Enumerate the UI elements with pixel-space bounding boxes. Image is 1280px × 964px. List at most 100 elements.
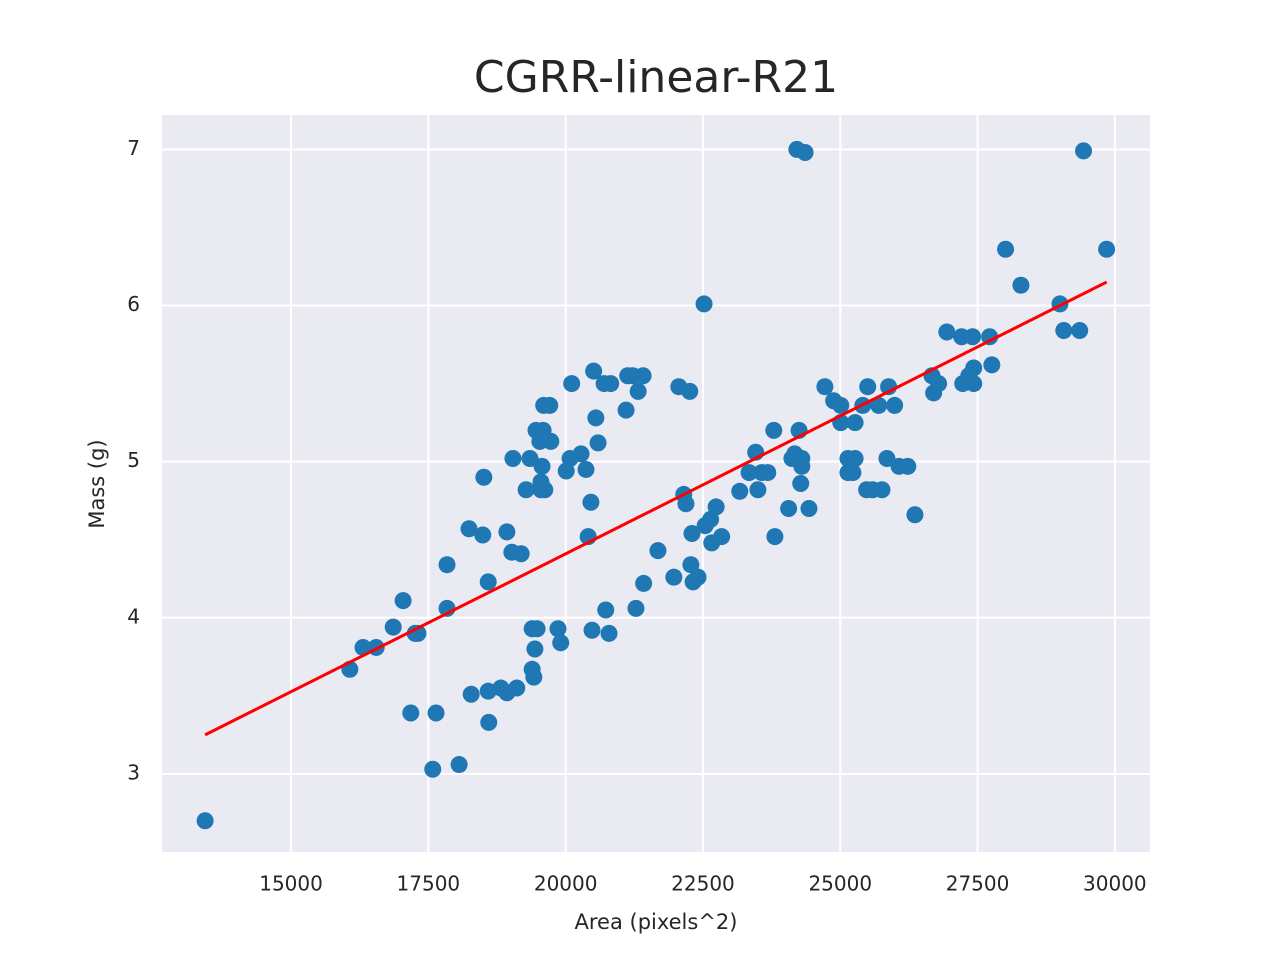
- point: [600, 624, 618, 642]
- y-axis-label: Mass (g): [85, 439, 109, 528]
- point: [450, 756, 468, 774]
- point: [759, 464, 777, 482]
- x-tick-label: 15000: [259, 872, 323, 896]
- point: [402, 704, 420, 722]
- point: [846, 414, 864, 432]
- point: [844, 464, 862, 482]
- point: [965, 375, 983, 393]
- point: [677, 495, 695, 513]
- point: [846, 450, 864, 468]
- point: [512, 545, 530, 563]
- point: [796, 143, 814, 161]
- point: [508, 679, 526, 697]
- point: [552, 634, 570, 652]
- point: [906, 506, 924, 524]
- x-tick-label: 20000: [534, 872, 598, 896]
- point: [886, 396, 904, 414]
- point: [634, 367, 652, 385]
- point: [765, 421, 783, 439]
- point: [899, 457, 917, 475]
- x-tick-label: 25000: [808, 872, 872, 896]
- point: [713, 528, 731, 546]
- point: [681, 382, 699, 400]
- point: [577, 460, 595, 478]
- chart-title: CGRR-linear-R21: [474, 52, 838, 103]
- point: [629, 382, 647, 400]
- point: [780, 499, 798, 517]
- point: [1075, 142, 1093, 160]
- point: [1098, 240, 1116, 258]
- point: [1012, 276, 1030, 294]
- point: [582, 493, 600, 511]
- point: [938, 323, 956, 341]
- point: [997, 240, 1015, 258]
- point: [479, 573, 497, 591]
- point: [816, 378, 834, 396]
- point: [766, 528, 784, 546]
- point: [585, 362, 603, 380]
- point: [480, 713, 498, 731]
- point: [707, 498, 725, 516]
- point: [665, 568, 683, 586]
- point: [438, 556, 456, 574]
- point: [525, 668, 543, 686]
- point: [1071, 321, 1089, 339]
- point: [683, 524, 701, 542]
- y-tick-label: 3: [127, 760, 140, 784]
- x-tick-label: 27500: [946, 872, 1010, 896]
- point: [542, 432, 560, 450]
- point: [689, 568, 707, 586]
- point: [965, 359, 983, 377]
- point: [930, 375, 948, 393]
- point: [878, 450, 896, 468]
- point: [504, 450, 522, 468]
- point: [682, 556, 700, 574]
- point: [587, 409, 605, 427]
- y-tick-label: 4: [127, 604, 140, 628]
- point: [474, 526, 492, 544]
- point: [627, 599, 645, 617]
- point: [793, 450, 811, 468]
- point: [792, 475, 810, 492]
- point: [526, 640, 544, 658]
- point: [536, 481, 554, 499]
- y-tick-label: 5: [127, 448, 140, 472]
- point: [394, 592, 412, 610]
- point: [964, 328, 982, 346]
- point: [533, 457, 551, 475]
- point: [589, 434, 607, 452]
- point: [517, 481, 535, 499]
- plot-area: [162, 115, 1150, 852]
- x-axis-label: Area (pixels^2): [575, 910, 738, 934]
- point: [649, 542, 667, 560]
- y-tick-label: 6: [127, 292, 140, 316]
- point: [354, 638, 372, 656]
- point: [617, 401, 635, 419]
- point: [695, 295, 713, 313]
- point: [981, 328, 999, 346]
- x-tick-label: 22500: [671, 872, 735, 896]
- point: [424, 760, 442, 778]
- point: [563, 375, 581, 393]
- point: [521, 450, 539, 468]
- point: [528, 620, 546, 638]
- point: [597, 601, 615, 619]
- point: [427, 704, 445, 722]
- fit-line: [204, 280, 1108, 737]
- point: [462, 685, 480, 703]
- point: [1055, 321, 1073, 339]
- point: [196, 812, 214, 830]
- point: [731, 482, 749, 500]
- point: [498, 523, 516, 541]
- y-tick-label: 7: [127, 136, 140, 160]
- point: [384, 618, 402, 636]
- point: [749, 481, 767, 499]
- point: [475, 468, 493, 486]
- point: [460, 520, 478, 538]
- point: [602, 375, 620, 393]
- point: [832, 396, 850, 414]
- point: [740, 464, 758, 482]
- point: [983, 356, 1001, 374]
